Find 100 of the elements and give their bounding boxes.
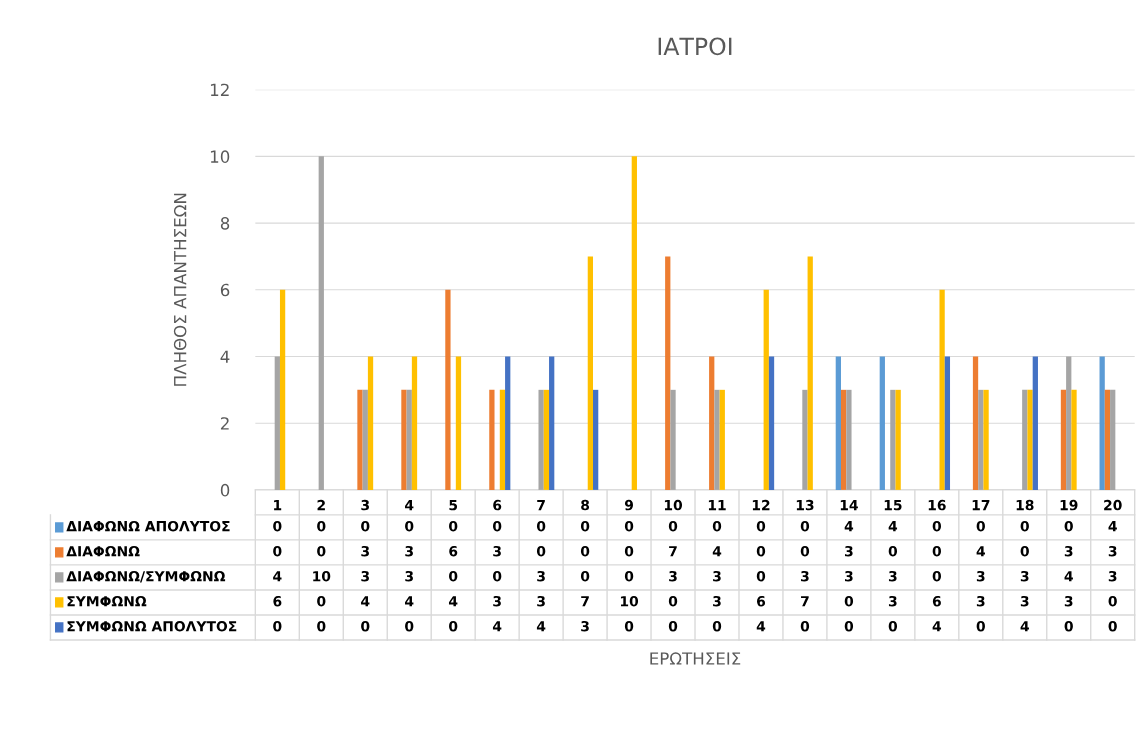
bar [357,389,363,490]
bar [274,356,280,490]
bar [362,389,368,490]
data-label: 0 [756,570,766,582]
bar [455,356,462,490]
x-tick-label: 4 [405,500,414,511]
data-label: 0 [273,520,282,532]
data-label: 0 [712,620,722,632]
data-label: 3 [1020,570,1029,582]
bar [279,289,286,490]
bar [318,156,324,490]
bar [1104,389,1111,490]
data-label: 0 [405,520,414,532]
data-label: 0 [361,520,370,532]
data-label: 4 [405,596,414,607]
data-label: 0 [800,545,810,557]
bar [1032,356,1038,490]
x-tick-label: 20 [1104,499,1122,511]
data-label: 4 [932,621,942,632]
bar [670,389,676,490]
data-label: 4 [1020,621,1029,632]
bar [972,356,979,490]
data-label: 4 [1108,521,1117,532]
data-label: 10 [620,595,639,607]
data-label: 4 [888,521,898,532]
bar [879,356,885,490]
legend-label: ΔΙΑΦΩΝΩ ΑΠΟΛΥΤΟΣ [66,520,230,532]
bar [499,389,506,490]
data-label: 4 [712,546,722,557]
data-label: 3 [581,620,589,632]
data-label: 3 [361,570,369,582]
data-label: 3 [713,570,721,582]
data-label: 0 [580,545,590,557]
data-label: 6 [273,595,282,607]
data-label: 6 [932,595,941,607]
bar [538,389,544,490]
data-label: 3 [801,570,809,582]
x-tick-label: 3 [361,499,369,511]
data-label: 0 [932,520,942,532]
bar [549,356,555,490]
data-label: 0 [1064,520,1073,532]
data-label: 0 [317,620,326,632]
bar [709,356,715,490]
data-label: 0 [536,545,546,557]
data-label: 0 [536,520,546,532]
data-label: 0 [932,570,942,582]
data-label: 4 [448,596,458,607]
data-label: 0 [1020,545,1029,557]
bar [944,356,951,490]
x-tick-label: 7 [537,500,545,511]
bar [768,356,775,490]
bar [1027,389,1033,490]
x-tick-label: 19 [1060,499,1078,511]
data-label: 0 [844,595,854,607]
bar [719,389,725,490]
bar [1066,356,1072,490]
y-tick-label: 12 [210,83,229,96]
bar [1022,389,1028,490]
data-label: 7 [669,546,677,557]
bar [846,389,852,490]
bar [890,389,896,490]
data-label: 0 [668,520,678,532]
data-label: 0 [976,520,985,532]
bar [367,356,374,490]
data-label: 0 [888,545,898,557]
data-label: 3 [361,545,369,557]
y-tick-label: 6 [220,283,230,297]
x-tick-label: 13 [796,499,814,511]
data-label: 0 [317,595,326,607]
data-label: 0 [624,545,634,557]
chart-title: ΙΑΤΡΟΙ [658,37,732,56]
data-label: 0 [449,520,458,532]
data-label: 0 [800,620,810,632]
data-label: 4 [536,621,546,632]
data-label: 3 [888,570,897,582]
data-label: 0 [317,520,326,532]
data-label: 0 [361,620,370,632]
data-label: 6 [449,545,458,557]
data-label: 3 [976,595,985,607]
data-label: 3 [845,545,853,557]
data-label: 0 [273,620,282,632]
data-label: 0 [932,545,942,557]
data-label: 0 [273,545,282,557]
data-label: 0 [756,520,766,532]
x-tick-label: 17 [972,500,990,511]
x-tick-label: 18 [1016,499,1034,511]
legend-label: ΣΥΜΦΩΝΩ [67,595,147,607]
x-tick-label: 16 [928,499,946,511]
bar [835,356,841,490]
bar [1110,389,1116,490]
data-label: 0 [624,620,634,632]
data-label: 0 [449,570,458,582]
bar [840,389,847,490]
x-tick-label: 2 [317,499,325,511]
x-tick-label: 10 [664,499,683,511]
data-label: 0 [624,520,634,532]
data-label: 4 [844,521,854,532]
x-tick-label: 6 [493,499,502,511]
data-label: 3 [1064,545,1073,557]
data-label: 0 [668,620,678,632]
